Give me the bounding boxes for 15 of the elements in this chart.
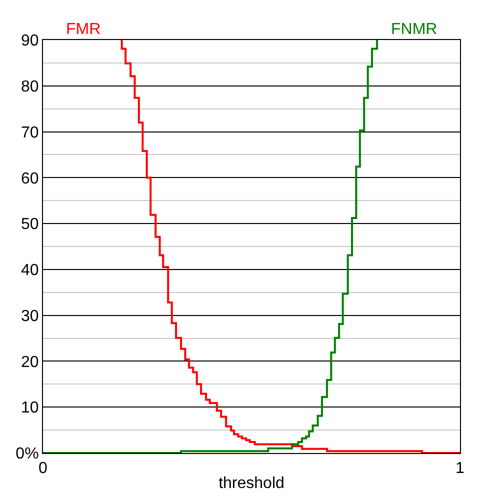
y-tick-label: 70: [21, 124, 39, 142]
y-tick-label: 60: [21, 170, 39, 188]
y-tick-label: 90: [21, 32, 39, 50]
series-label: FMR: [66, 21, 101, 38]
y-tick-label: 30: [21, 308, 39, 325]
y-tick-label: 40: [21, 262, 39, 280]
y-tick-label: 20: [21, 354, 39, 371]
y-tick-label: 50: [21, 216, 39, 234]
y-tick-label: 0%: [16, 446, 39, 463]
x-tick-label: 0: [38, 460, 48, 478]
series-label: FNMR: [391, 21, 438, 38]
y-tick-label: 80: [21, 78, 39, 96]
x-tick-label: 1: [456, 460, 465, 478]
y-tick-label: 10: [21, 400, 39, 417]
x-axis-title: threshold: [218, 474, 284, 492]
